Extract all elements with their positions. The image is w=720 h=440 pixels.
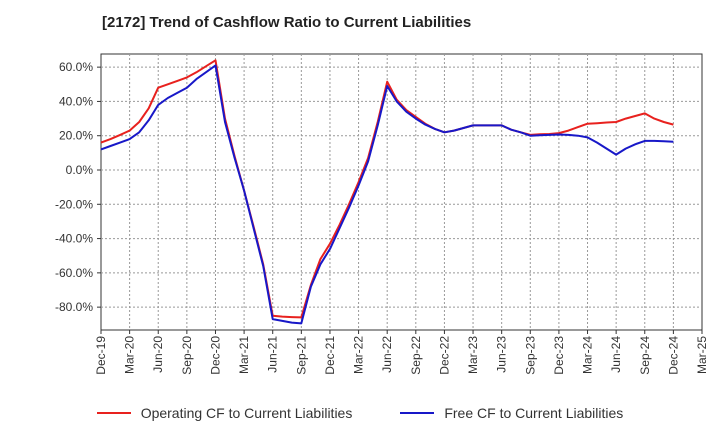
- legend-item-free-cf: Free CF to Current Liabilities: [400, 405, 623, 421]
- legend-swatch-free-cf: [400, 412, 435, 414]
- x-tick-label: Sep-20: [180, 336, 194, 375]
- series-line-free-cf: [100, 64, 674, 325]
- x-tick-label: Dec-20: [208, 336, 222, 375]
- x-tick-label: Jun-24: [609, 336, 623, 373]
- x-tick-label: Dec-21: [323, 336, 337, 375]
- x-tick-label: Jun-22: [380, 336, 394, 373]
- x-tick-label: Jun-20: [151, 336, 165, 373]
- y-tick-label: 40.0%: [59, 94, 93, 108]
- y-tick-label: -40.0%: [55, 232, 93, 246]
- legend-item-operating-cf: Operating CF to Current Liabilities: [96, 405, 353, 421]
- x-tick-label: Dec-23: [552, 336, 566, 375]
- series-line-operating-cf: [100, 59, 674, 319]
- x-tick-label: Mar-24: [581, 336, 595, 374]
- x-tick-label: Mar-21: [237, 336, 251, 374]
- legend: Operating CF to Current Liabilities Free…: [0, 405, 720, 421]
- y-tick-label: 0.0%: [66, 163, 94, 177]
- x-tick-label: Sep-21: [294, 336, 308, 375]
- y-tick-label: -80.0%: [55, 300, 93, 314]
- x-tick-label: Jun-21: [266, 336, 280, 373]
- y-tick-label: 60.0%: [59, 60, 93, 74]
- x-tick-label: Dec-24: [666, 336, 680, 375]
- x-tick-label: Jun-23: [495, 336, 509, 373]
- x-tick-label: Mar-22: [352, 336, 366, 374]
- series-group: [100, 59, 674, 325]
- legend-swatch-operating-cf: [96, 412, 131, 414]
- plot-area: [100, 53, 703, 331]
- legend-label-operating-cf: Operating CF to Current Liabilities: [140, 405, 353, 421]
- legend-label-free-cf: Free CF to Current Liabilities: [444, 405, 624, 421]
- x-tick-label: Mar-20: [123, 336, 137, 374]
- x-tick-label: Mar-23: [466, 336, 480, 374]
- y-tick-label: -20.0%: [55, 197, 93, 211]
- x-tick-label: Mar-25: [695, 336, 709, 374]
- chart-title: [2172] Trend of Cashflow Ratio to Curren…: [102, 14, 472, 31]
- x-tick-label: Dec-22: [437, 336, 451, 375]
- y-axis-ticks: 60.0% 40.0% 20.0% 0.0% -20.0% -40.0% -60.0% -80…: [55, 60, 101, 314]
- x-tick-label: Sep-22: [409, 336, 423, 375]
- y-tick-label: 20.0%: [59, 129, 93, 143]
- x-tick-label: Sep-24: [638, 336, 652, 375]
- y-tick-label: -60.0%: [55, 266, 93, 280]
- x-axis-ticks: Dec-19 Mar-20 Jun-20 Sep-20 Dec-20 Mar-21 Jun-…: [94, 330, 709, 375]
- grid-lines: [101, 54, 702, 330]
- x-tick-label: Sep-23: [523, 336, 537, 375]
- x-tick-label: Dec-19: [94, 336, 108, 375]
